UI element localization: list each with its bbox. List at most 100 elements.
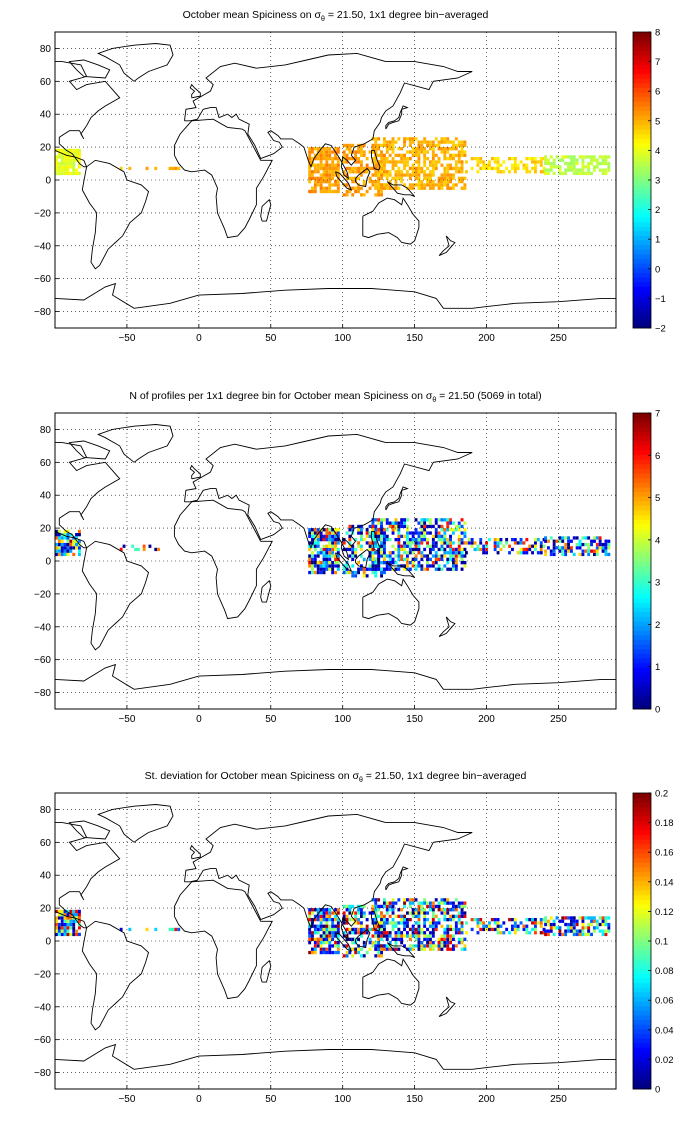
data-cell xyxy=(351,170,355,174)
data-cell xyxy=(590,155,593,159)
data-cell xyxy=(391,561,395,565)
data-cell xyxy=(403,524,406,529)
data-cell xyxy=(328,176,332,180)
data-cell xyxy=(316,937,320,941)
colorbar-segment xyxy=(633,487,651,493)
data-cell xyxy=(325,176,329,180)
colorbar-segment xyxy=(633,82,651,88)
data-cell xyxy=(572,932,576,937)
data-cell xyxy=(476,170,480,174)
data-cell xyxy=(460,911,464,915)
data-cell xyxy=(325,927,329,932)
data-cell xyxy=(429,186,432,190)
colorbar-segment xyxy=(633,996,651,1002)
colorbar-segment xyxy=(633,1033,651,1039)
data-cell xyxy=(476,163,480,167)
data-cell xyxy=(308,937,312,941)
colorbar-tick-label: 6 xyxy=(655,87,660,98)
data-cell xyxy=(385,901,389,905)
data-cell xyxy=(66,909,70,914)
data-cell xyxy=(406,564,409,568)
data-cell xyxy=(311,186,314,190)
data-cell xyxy=(463,150,467,154)
data-cell xyxy=(437,531,441,535)
colorbar-segment xyxy=(633,286,651,292)
data-cell xyxy=(119,927,123,932)
data-cell xyxy=(357,950,360,955)
data-cell xyxy=(394,567,398,571)
data-cell xyxy=(354,170,358,174)
colorbar-segment xyxy=(633,110,651,116)
data-cell xyxy=(446,524,450,529)
data-cell xyxy=(454,927,458,932)
data-cell xyxy=(66,546,70,550)
data-cell xyxy=(544,539,547,543)
data-cell xyxy=(547,161,550,166)
data-cell xyxy=(443,137,447,141)
data-cell xyxy=(417,541,421,545)
data-cell xyxy=(454,924,458,928)
data-cell xyxy=(360,524,363,529)
data-cell xyxy=(460,153,464,157)
data-cell xyxy=(431,547,435,552)
data-cell xyxy=(598,929,602,933)
data-cell xyxy=(457,538,461,542)
data-cell xyxy=(345,914,349,918)
data-cell xyxy=(69,922,73,927)
data-cell xyxy=(437,180,441,184)
colorbar-segment xyxy=(633,36,651,42)
data-cell xyxy=(542,166,546,171)
data-cell xyxy=(60,542,64,547)
data-cell xyxy=(460,143,464,148)
data-cell xyxy=(525,918,529,922)
data-cell xyxy=(351,544,355,548)
data-cell xyxy=(385,904,389,909)
data-cell xyxy=(354,538,358,542)
data-cell xyxy=(536,551,540,555)
data-cell xyxy=(319,564,323,568)
data-cell xyxy=(377,547,381,552)
data-cell xyxy=(342,150,346,154)
data-cell xyxy=(443,153,447,157)
data-cell xyxy=(426,927,429,932)
data-cell xyxy=(360,567,363,571)
data-cell xyxy=(440,538,444,542)
data-cell xyxy=(334,950,337,955)
data-cell xyxy=(57,529,61,534)
data-cell xyxy=(377,564,381,568)
data-cell xyxy=(460,901,464,905)
data-cell xyxy=(547,919,550,923)
data-cell xyxy=(446,166,450,171)
data-cell xyxy=(434,518,438,522)
colorbar-segment xyxy=(633,277,651,283)
data-cell xyxy=(488,538,491,542)
data-cell xyxy=(431,944,435,948)
data-cell xyxy=(325,921,329,925)
data-cell xyxy=(371,908,375,912)
colorbar-segment xyxy=(633,931,651,937)
data-cell xyxy=(385,911,389,915)
data-cell xyxy=(452,947,455,951)
data-cell xyxy=(380,544,383,548)
data-cell xyxy=(168,166,172,171)
data-cell xyxy=(57,916,61,920)
data-cell xyxy=(423,937,427,941)
data-cell xyxy=(322,950,326,955)
data-cell xyxy=(348,170,352,174)
data-cell xyxy=(601,922,605,927)
data-cell xyxy=(508,170,511,174)
data-cell xyxy=(63,158,67,162)
data-cell xyxy=(463,521,467,525)
data-cell xyxy=(331,163,335,167)
data-cell xyxy=(460,908,464,912)
data-cell xyxy=(454,944,458,948)
data-cell xyxy=(371,934,375,938)
data-cell xyxy=(377,544,381,548)
colorbar-segment xyxy=(633,1038,651,1044)
data-cell xyxy=(420,927,424,932)
data-cell xyxy=(558,929,562,933)
data-cell xyxy=(539,157,543,161)
colorbar-segment xyxy=(633,101,651,107)
data-cell xyxy=(406,551,409,555)
coastline-sumatra xyxy=(335,552,353,572)
